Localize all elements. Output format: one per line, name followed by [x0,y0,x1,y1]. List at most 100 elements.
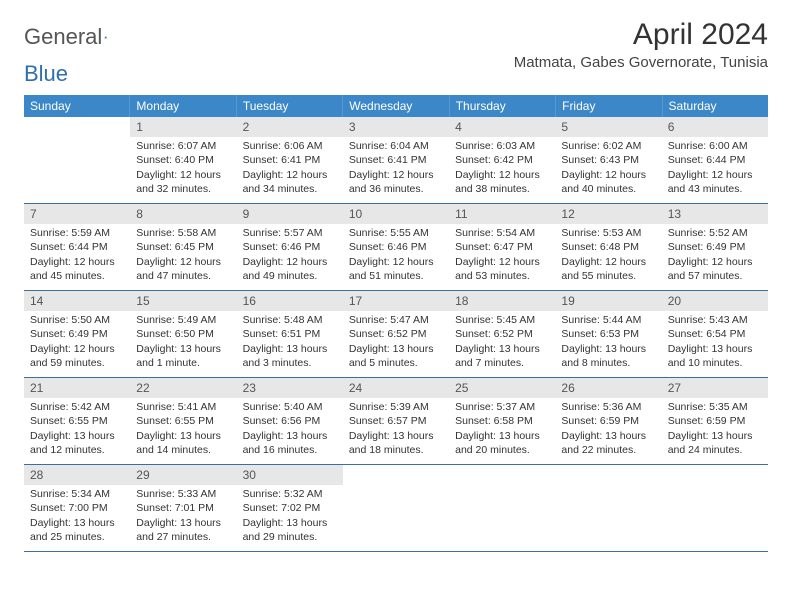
day-number: 16 [237,291,343,311]
sunset-text: Sunset: 6:42 PM [455,153,549,167]
sunset-text: Sunset: 6:41 PM [349,153,443,167]
daylight-text: and 16 minutes. [243,443,337,457]
daylight-text: Daylight: 12 hours [136,255,230,269]
day-number: 28 [24,465,130,485]
sunrise-text: Sunrise: 5:54 AM [455,226,549,240]
daylight-text: and 40 minutes. [561,182,655,196]
day-number: 15 [130,291,236,311]
daylight-text: and 43 minutes. [668,182,762,196]
day-cell: 7Sunrise: 5:59 AMSunset: 6:44 PMDaylight… [24,204,130,290]
day-cell: 23Sunrise: 5:40 AMSunset: 6:56 PMDayligh… [237,378,343,464]
daylight-text: and 8 minutes. [561,356,655,370]
day-cell: 24Sunrise: 5:39 AMSunset: 6:57 PMDayligh… [343,378,449,464]
daylight-text: Daylight: 13 hours [243,342,337,356]
day-cell: 29Sunrise: 5:33 AMSunset: 7:01 PMDayligh… [130,465,236,551]
sunrise-text: Sunrise: 5:33 AM [136,487,230,501]
day-cell: 15Sunrise: 5:49 AMSunset: 6:50 PMDayligh… [130,291,236,377]
day-body: Sunrise: 5:33 AMSunset: 7:01 PMDaylight:… [130,485,236,550]
day-body: Sunrise: 5:55 AMSunset: 6:46 PMDaylight:… [343,224,449,289]
sunset-text: Sunset: 6:47 PM [455,240,549,254]
day-cell: 1 Sunrise: 6:07 AMSunset: 6:40 PMDaylight… [130,117,236,203]
day-body: Sunrise: 6:06 AMSunset: 6:41 PMDaylight:… [237,137,343,202]
day-body: Sunrise: 5:36 AMSunset: 6:59 PMDaylight:… [555,398,661,463]
day-body: Sunrise: 5:58 AMSunset: 6:45 PMDaylight:… [130,224,236,289]
day-number: 8 [130,204,236,224]
day-cell: 11Sunrise: 5:54 AMSunset: 6:47 PMDayligh… [449,204,555,290]
daylight-text: Daylight: 12 hours [349,255,443,269]
day-cell: 28Sunrise: 5:34 AMSunset: 7:00 PMDayligh… [24,465,130,551]
daylight-text: and 57 minutes. [668,269,762,283]
sunset-text: Sunset: 6:40 PM [136,153,230,167]
sunset-text: Sunset: 6:46 PM [243,240,337,254]
daylight-text: and 34 minutes. [243,182,337,196]
daylight-text: and 1 minute. [136,356,230,370]
day-number: 13 [662,204,768,224]
daylight-text: Daylight: 12 hours [349,168,443,182]
daylight-text: Daylight: 13 hours [243,429,337,443]
day-body: Sunrise: 5:49 AMSunset: 6:50 PMDaylight:… [130,311,236,376]
sunrise-text: Sunrise: 5:40 AM [243,400,337,414]
daylight-text: Daylight: 13 hours [349,429,443,443]
day-cell: 22Sunrise: 5:41 AMSunset: 6:55 PMDayligh… [130,378,236,464]
day-body: Sunrise: 6:00 AMSunset: 6:44 PMDaylight:… [662,137,768,202]
day-body: Sunrise: 5:34 AMSunset: 7:00 PMDaylight:… [24,485,130,550]
day-number: 30 [237,465,343,485]
day-cell: 21Sunrise: 5:42 AMSunset: 6:55 PMDayligh… [24,378,130,464]
dow-wednesday: Wednesday [343,95,449,117]
day-cell: 13Sunrise: 5:52 AMSunset: 6:49 PMDayligh… [662,204,768,290]
sunrise-text: Sunrise: 5:55 AM [349,226,443,240]
daylight-text: Daylight: 13 hours [30,429,124,443]
sunset-text: Sunset: 6:44 PM [30,240,124,254]
day-body: Sunrise: 5:44 AMSunset: 6:53 PMDaylight:… [555,311,661,376]
daylight-text: Daylight: 12 hours [668,255,762,269]
daylight-text: Daylight: 13 hours [136,342,230,356]
sunrise-text: Sunrise: 5:52 AM [668,226,762,240]
day-body: Sunrise: 5:48 AMSunset: 6:51 PMDaylight:… [237,311,343,376]
daylight-text: and 22 minutes. [561,443,655,457]
day-body: Sunrise: 5:39 AMSunset: 6:57 PMDaylight:… [343,398,449,463]
sunset-text: Sunset: 6:55 PM [30,414,124,428]
day-number: 11 [449,204,555,224]
day-number: 1 [130,117,236,137]
day-cell: 14Sunrise: 5:50 AMSunset: 6:49 PMDayligh… [24,291,130,377]
day-number: 3 [343,117,449,137]
day-number: 21 [24,378,130,398]
day-body: Sunrise: 6:04 AMSunset: 6:41 PMDaylight:… [343,137,449,202]
daylight-text: and 47 minutes. [136,269,230,283]
day-cell [343,465,449,551]
day-body: Sunrise: 5:32 AMSunset: 7:02 PMDaylight:… [237,485,343,550]
daylight-text: Daylight: 12 hours [136,168,230,182]
day-number: 24 [343,378,449,398]
daylight-text: and 7 minutes. [455,356,549,370]
day-number: 4 [449,117,555,137]
calendar: Sunday Monday Tuesday Wednesday Thursday… [24,95,768,552]
sunset-text: Sunset: 6:53 PM [561,327,655,341]
daylight-text: Daylight: 13 hours [455,429,549,443]
daylight-text: Daylight: 13 hours [136,429,230,443]
day-number: 23 [237,378,343,398]
day-number: 20 [662,291,768,311]
sunrise-text: Sunrise: 6:02 AM [561,139,655,153]
daylight-text: and 10 minutes. [668,356,762,370]
week-row: 28Sunrise: 5:34 AMSunset: 7:00 PMDayligh… [24,465,768,552]
day-body: Sunrise: 5:35 AMSunset: 6:59 PMDaylight:… [662,398,768,463]
day-body: Sunrise: 5:43 AMSunset: 6:54 PMDaylight:… [662,311,768,376]
day-number: 26 [555,378,661,398]
sunrise-text: Sunrise: 6:03 AM [455,139,549,153]
dow-thursday: Thursday [450,95,556,117]
day-cell: 30Sunrise: 5:32 AMSunset: 7:02 PMDayligh… [237,465,343,551]
sunset-text: Sunset: 6:54 PM [668,327,762,341]
daylight-text: and 49 minutes. [243,269,337,283]
sunset-text: Sunset: 6:43 PM [561,153,655,167]
day-number: 12 [555,204,661,224]
day-number: 18 [449,291,555,311]
daylight-text: Daylight: 13 hours [668,342,762,356]
day-number: 6 [662,117,768,137]
daylight-text: and 12 minutes. [30,443,124,457]
sunrise-text: Sunrise: 6:07 AM [136,139,230,153]
daylight-text: and 29 minutes. [243,530,337,544]
sunrise-text: Sunrise: 5:48 AM [243,313,337,327]
day-body: Sunrise: 5:41 AMSunset: 6:55 PMDaylight:… [130,398,236,463]
sunrise-text: Sunrise: 5:43 AM [668,313,762,327]
sunset-text: Sunset: 6:50 PM [136,327,230,341]
